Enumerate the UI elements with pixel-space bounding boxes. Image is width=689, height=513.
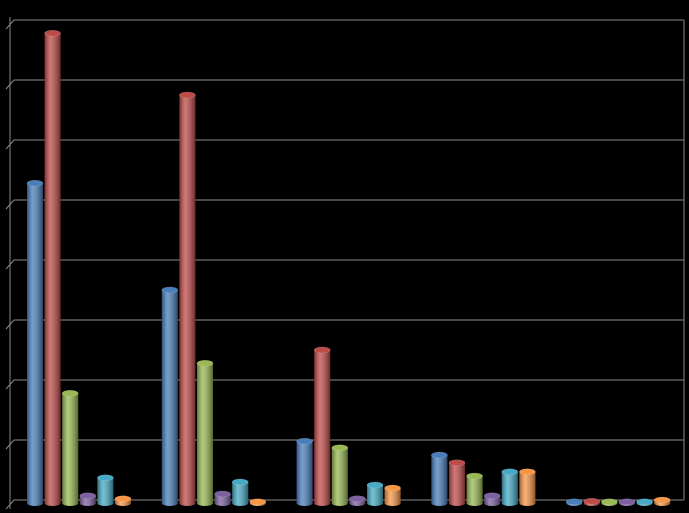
grid-line — [5, 439, 684, 450]
bar — [565, 498, 583, 506]
bar — [466, 472, 483, 506]
bar-shade — [161, 290, 178, 506]
bar-shade — [296, 441, 313, 506]
bar-top — [636, 498, 653, 506]
bar — [79, 492, 97, 506]
bar-top — [61, 389, 79, 397]
grid-line — [5, 379, 684, 390]
bar-shade — [466, 476, 483, 506]
bar — [97, 474, 114, 506]
bar-top — [384, 484, 401, 492]
bar — [179, 91, 196, 506]
bar-shade — [97, 477, 114, 506]
bar — [161, 286, 179, 506]
bar — [26, 179, 44, 506]
bar — [384, 484, 401, 506]
bar-shade — [331, 447, 348, 506]
bar-top — [79, 492, 97, 500]
bar-top — [97, 474, 114, 482]
bar-top — [161, 286, 179, 294]
bar-top — [331, 444, 349, 452]
bar — [431, 451, 448, 506]
bar — [61, 389, 79, 506]
bar — [601, 498, 618, 506]
bar-shade — [367, 485, 383, 506]
bar — [296, 437, 313, 506]
bar — [583, 497, 601, 506]
bar — [349, 495, 366, 506]
bar — [231, 478, 249, 506]
grid-line — [5, 199, 684, 210]
grid-line — [5, 79, 684, 90]
bar — [366, 481, 384, 506]
bar — [214, 490, 231, 506]
bar-top — [501, 468, 519, 476]
bar-top — [565, 498, 583, 506]
bar-shade — [501, 471, 518, 506]
bar-top — [618, 498, 636, 506]
bar-top — [483, 492, 501, 500]
bar — [519, 468, 536, 506]
bar-shade — [27, 183, 43, 506]
bar-top — [296, 437, 313, 445]
grid-line — [5, 139, 684, 150]
bar-shade — [431, 455, 448, 506]
grid-line — [5, 19, 684, 30]
bar-top — [196, 359, 214, 367]
bar-top — [249, 498, 267, 506]
bar-shade — [44, 33, 61, 506]
bar-top — [519, 468, 536, 476]
bar-top — [366, 481, 384, 489]
bar-top — [214, 490, 231, 498]
bar — [114, 495, 132, 506]
bar — [331, 444, 349, 506]
bar-shade — [62, 393, 79, 506]
bar — [196, 359, 214, 506]
bar — [44, 29, 61, 506]
bar-shade — [384, 488, 401, 506]
bar-top — [466, 472, 483, 480]
bar — [636, 498, 653, 506]
bar — [483, 492, 501, 506]
bar-top — [179, 91, 196, 99]
bar-top — [431, 451, 448, 459]
bar-top — [44, 29, 61, 37]
bar-top — [349, 495, 366, 503]
grid-line — [5, 259, 684, 270]
bar-shade — [179, 95, 196, 506]
bar — [249, 498, 267, 506]
bar-top — [448, 459, 466, 467]
bar-top — [231, 478, 249, 486]
bar — [313, 346, 331, 506]
bar-shade — [519, 471, 536, 506]
bar — [653, 496, 671, 506]
bar-shade — [214, 494, 231, 506]
bar-top — [653, 496, 671, 504]
bar-shade — [314, 350, 331, 506]
bar-shade — [449, 462, 465, 506]
bar — [501, 468, 519, 506]
bar — [618, 498, 636, 506]
bar-shade — [197, 363, 213, 506]
bar-top — [114, 495, 132, 503]
bar — [448, 459, 466, 506]
bar-top — [583, 497, 601, 505]
bar-top — [26, 179, 44, 187]
bar-top — [313, 346, 331, 354]
grid-line — [5, 319, 684, 330]
bar-shade — [232, 482, 249, 506]
bar-top — [601, 498, 618, 506]
